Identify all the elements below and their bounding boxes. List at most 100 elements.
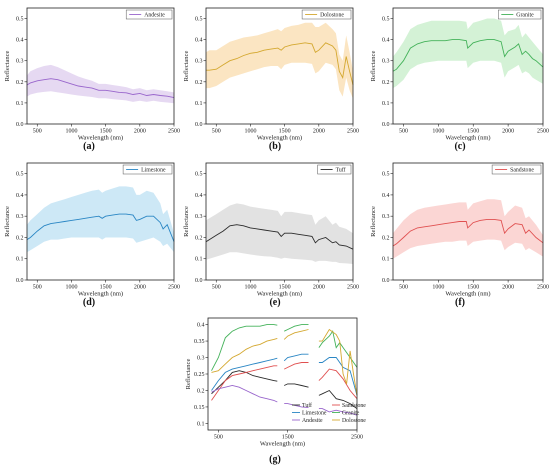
x-tick-label: 2500 [168, 285, 180, 291]
y-tick-label: 0.3 [382, 59, 390, 65]
series-line-dolostone [318, 328, 358, 396]
panel-label: (g) [269, 454, 281, 465]
x-tick-label: 1500 [282, 435, 294, 441]
legend-entry: Andesite [144, 13, 165, 19]
x-axis-label: Wavelength (nm) [445, 135, 490, 142]
x-tick-label: 2500 [537, 129, 549, 135]
y-tick-label: 0.4 [195, 38, 203, 44]
y-tick-label: 0.5 [16, 172, 24, 178]
y-tick-label: 0.5 [382, 17, 390, 23]
plot-frame [205, 162, 354, 281]
x-tick-label: 2000 [313, 285, 325, 291]
series-line-dolostone [206, 42, 354, 86]
plot-frame [26, 162, 175, 281]
legend-entry: Sandstone [510, 168, 534, 174]
chart-panel-b: 500 1000 1500 2000 2500 0.0 0.1 0.2 0.3 0.4 0.5 Wav… [183, 7, 359, 152]
x-tick-label: 1500 [467, 129, 479, 135]
x-tick-label: 2000 [502, 129, 514, 135]
series-line-granite [392, 39, 544, 72]
x-tick-label: 1000 [65, 129, 77, 135]
series-line-sandstone [211, 365, 278, 401]
y-axis-label: Reflectance [370, 51, 377, 82]
x-tick-label: 2500 [347, 129, 359, 135]
chart-panel-e: 500 1000 1500 2000 2500 0.0 0.1 0.2 0.3 0.4 0.5 Wav… [183, 162, 359, 308]
x-axis-label: Wavelength (nm) [257, 135, 302, 142]
series-line-andesite [318, 408, 358, 416]
x-tick-label: 1500 [100, 285, 112, 291]
y-axis-label: Reflectance [183, 51, 190, 82]
y-tick-label: 0.0 [382, 278, 390, 284]
y-tick-label: 0.0 [195, 278, 203, 284]
x-axis-label: Wavelength (nm) [257, 291, 302, 298]
series-line-dolostone [283, 329, 309, 340]
series-line-limestone [211, 357, 278, 391]
series-line-sandstone [284, 362, 309, 370]
x-tick-label: 2000 [502, 285, 514, 291]
y-tick-label: 0.4 [16, 193, 24, 199]
x-tick-label: 500 [399, 285, 408, 291]
x-tick-label: 1000 [244, 129, 256, 135]
x-tick-label: 1500 [279, 129, 291, 135]
legend-box [491, 164, 542, 175]
x-tick-label: 1000 [432, 285, 444, 291]
x-tick-label: 2000 [313, 129, 325, 135]
plot-frame [26, 7, 175, 125]
y-tick-label: 0.1 [195, 101, 203, 107]
panel-label: (e) [269, 297, 280, 308]
series-line-granite [211, 324, 278, 371]
y-tick-label: 0.25 [194, 372, 205, 378]
legend-entry: Dolostone [342, 418, 366, 424]
y-tick-label: 0.2 [195, 80, 203, 86]
std-band [393, 199, 543, 259]
y-axis-label: Reflectance [370, 206, 377, 237]
chart-panel-g: 500 1500 2500 0.1 0.15 0.2 0.25 0.3 0.35 0.4 Wavel… [185, 317, 366, 465]
legend-box [122, 164, 173, 175]
y-tick-label: 0.3 [382, 214, 390, 220]
y-tick-label: 0.5 [16, 17, 24, 23]
x-tick-label: 2000 [134, 129, 146, 135]
plot-frame [392, 162, 544, 281]
plot-frame [205, 7, 354, 125]
x-tick-label: 2000 [134, 285, 146, 291]
series-line-sandstone [392, 218, 544, 247]
series-line-granite [318, 330, 358, 368]
legend-entry: Tuff [336, 167, 346, 174]
panel-label: (f) [455, 297, 465, 308]
y-tick-label: 0.5 [195, 172, 203, 178]
series-line-granite [284, 324, 309, 332]
legend-entry: Sandstone [342, 403, 366, 409]
x-tick-label: 500 [214, 435, 223, 441]
legend-entry: Dolostone [320, 13, 344, 19]
legend-entry: Tuff [302, 402, 312, 409]
series-line-tuff [205, 224, 354, 250]
y-tick-label: 0.2 [195, 235, 203, 241]
panel-label: (a) [83, 141, 95, 152]
y-tick-label: 0.15 [194, 405, 205, 411]
legend-box [498, 9, 542, 20]
x-tick-label: 2500 [537, 285, 549, 291]
chart-panel-a: 500 1000 1500 2000 2500 0.0 0.1 0.2 0.3 0.4 0.5 Wav… [4, 7, 180, 152]
x-tick-label: 1000 [244, 285, 256, 291]
x-axis-label: Wavelength (nm) [445, 291, 490, 298]
y-axis-label: Reflectance [4, 51, 11, 82]
y-tick-label: 0.2 [382, 235, 390, 241]
legend-entry: Granite [342, 411, 360, 417]
x-tick-label: 1000 [432, 129, 444, 135]
x-tick-label: 1500 [100, 129, 112, 135]
x-tick-label: 2500 [168, 129, 180, 135]
x-tick-label: 1000 [65, 285, 77, 291]
y-tick-label: 0.1 [382, 257, 390, 263]
series-line-tuff [284, 383, 309, 388]
y-tick-label: 0.4 [197, 323, 205, 329]
y-axis-label: Reflectance [4, 206, 11, 237]
chart-panel-d: 500 1000 1500 2000 2500 0.0 0.1 0.2 0.3 0.4 0.5 Wav… [4, 162, 180, 308]
x-tick-label: 1500 [279, 285, 291, 291]
x-tick-label: 500 [33, 285, 42, 291]
x-tick-label: 500 [212, 285, 221, 291]
x-axis-label: Wavelength (nm) [78, 291, 123, 298]
y-tick-label: 0.5 [195, 17, 203, 23]
y-tick-label: 0.2 [16, 235, 24, 241]
y-tick-label: 0.1 [382, 101, 390, 107]
std-band [27, 186, 174, 253]
